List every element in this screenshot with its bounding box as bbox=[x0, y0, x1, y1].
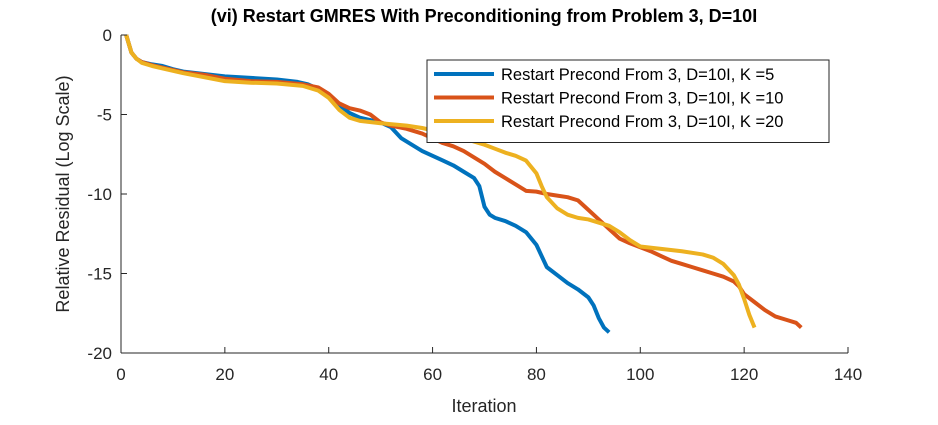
x-tick-label: 80 bbox=[527, 365, 546, 384]
x-tick-label: 20 bbox=[215, 365, 234, 384]
y-tick-label: -5 bbox=[97, 106, 112, 125]
x-tick-label: 140 bbox=[834, 365, 862, 384]
legend-label-1: Restart Precond From 3, D=10I, K =5 bbox=[501, 66, 774, 84]
y-tick-label: 0 bbox=[103, 26, 112, 45]
x-tick-label: 100 bbox=[626, 365, 654, 384]
x-tick-label: 120 bbox=[730, 365, 758, 384]
legend-label-2: Restart Precond From 3, D=10I, K =10 bbox=[501, 90, 783, 108]
chart-title: (vi) Restart GMRES With Preconditioning … bbox=[211, 6, 757, 26]
y-axis-label: Relative Residual (Log Scale) bbox=[53, 75, 73, 312]
y-tick-label: -15 bbox=[87, 265, 112, 284]
x-tick-label: 40 bbox=[319, 365, 338, 384]
x-axis-label: Iteration bbox=[451, 396, 516, 416]
legend-label-3: Restart Precond From 3, D=10I, K =20 bbox=[501, 113, 783, 131]
y-tick-label: -20 bbox=[87, 344, 112, 363]
y-tick-label: -10 bbox=[87, 185, 112, 204]
series-line-3 bbox=[124, 34, 757, 329]
legend: Restart Precond From 3, D=10I, K =5 Resta… bbox=[426, 59, 830, 143]
x-tick-label: 0 bbox=[116, 365, 125, 384]
x-tick-label: 60 bbox=[423, 365, 442, 384]
